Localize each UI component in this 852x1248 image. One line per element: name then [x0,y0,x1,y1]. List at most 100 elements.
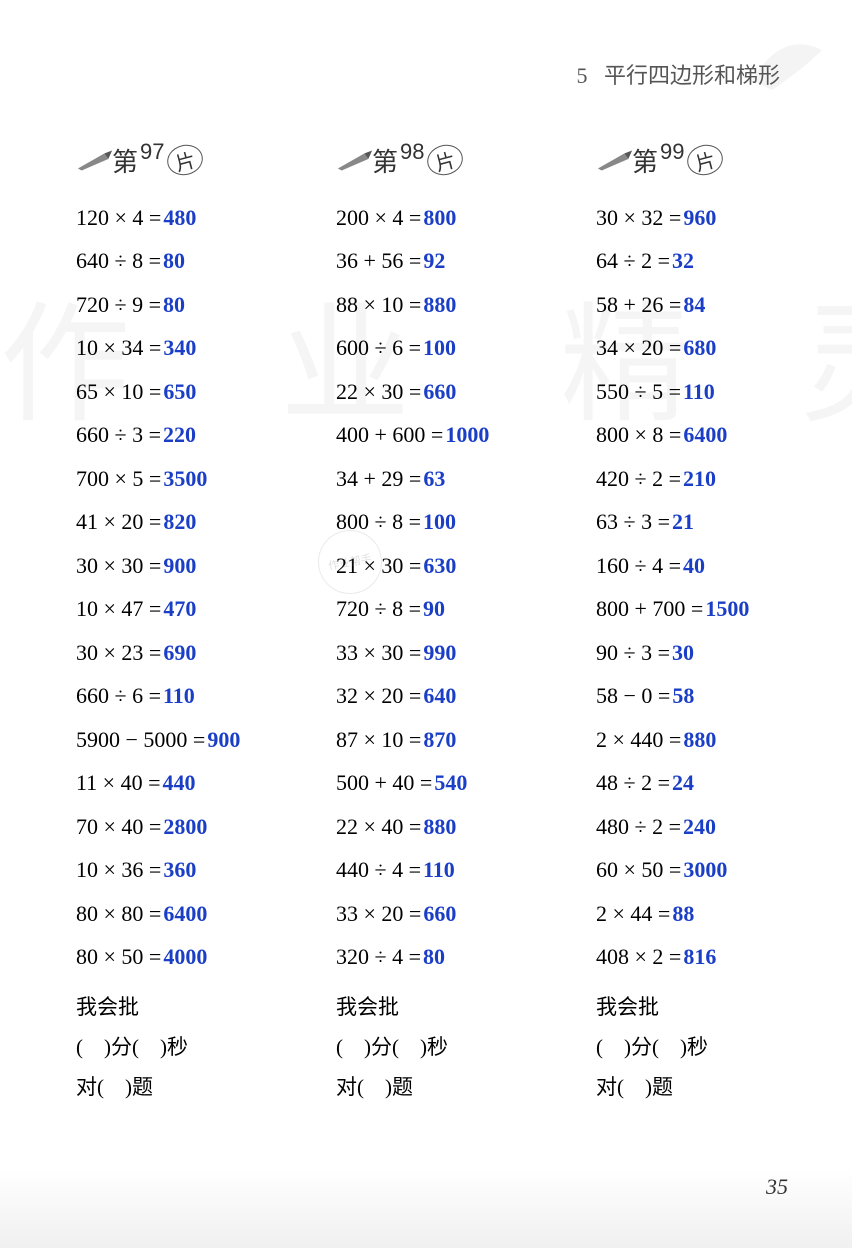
answer: 80 [423,944,445,970]
chapter-number: 5 [576,63,587,88]
expression: 64 ÷ 2 = [596,248,670,274]
problem-row: 48 ÷ 2 =24 [596,762,846,806]
expression: 58 + 26 = [596,292,681,318]
column-prefix: 第 [372,142,398,179]
expression: 80 × 80 = [76,901,161,927]
expression: 550 ÷ 5 = [596,379,681,405]
column-header: 第99片 [596,130,846,190]
problem-row: 10 × 47 =470 [76,588,326,632]
problem-row: 33 × 20 =660 [336,892,586,936]
expression: 34 + 29 = [336,466,421,492]
answer: 63 [423,466,445,492]
score-block: 我会批( )分( )秒对( )题 [76,987,326,1107]
answer: 870 [423,727,456,753]
problem-row: 30 × 23 =690 [76,631,326,675]
expression: 660 ÷ 3 = [76,422,161,448]
pencil-icon [596,149,634,171]
answer: 220 [163,422,196,448]
score-line: ( )分( )秒 [336,1027,586,1067]
expression: 640 ÷ 8 = [76,248,161,274]
problem-row: 58 + 26 =84 [596,283,846,327]
column: 第98片200 × 4 =80036 + 56 =9288 × 10 =8806… [336,130,586,1107]
expression: 800 × 8 = [596,422,681,448]
expression: 700 × 5 = [76,466,161,492]
expression: 58 − 0 = [596,683,670,709]
expression: 420 ÷ 2 = [596,466,681,492]
column: 第99片30 × 32 =96064 ÷ 2 =3258 + 26 =8434 … [596,130,846,1107]
answer: 30 [672,640,694,666]
problem-row: 320 ÷ 4 =80 [336,936,586,980]
expression: 41 × 20 = [76,509,161,535]
answer: 40 [683,553,705,579]
answer: 88 [672,901,694,927]
problem-row: 60 × 50 =3000 [596,849,846,893]
expression: 11 × 40 = [76,770,161,796]
problem-row: 720 ÷ 8 =90 [336,588,586,632]
expression: 88 × 10 = [336,292,421,318]
problem-row: 11 × 40 =440 [76,762,326,806]
problem-row: 660 ÷ 6 =110 [76,675,326,719]
page-number: 35 [766,1174,788,1200]
expression: 10 × 36 = [76,857,161,883]
answer: 100 [423,335,456,361]
problem-row: 34 + 29 =63 [336,457,586,501]
score-line: ( )分( )秒 [596,1027,846,1067]
problem-row: 87 × 10 =870 [336,718,586,762]
answer: 630 [423,553,456,579]
column-suffix: 片 [163,141,206,179]
score-block: 我会批( )分( )秒对( )题 [336,987,586,1107]
score-line: 对( )题 [336,1067,586,1107]
problem-row: 550 ÷ 5 =110 [596,370,846,414]
problem-row: 440 ÷ 4 =110 [336,849,586,893]
answer: 660 [423,379,456,405]
problem-row: 80 × 50 =4000 [76,936,326,980]
pencil-icon [76,149,114,171]
problem-row: 5900 − 5000 =900 [76,718,326,762]
expression: 660 ÷ 6 = [76,683,161,709]
answer: 1500 [705,596,749,622]
expression: 80 × 50 = [76,944,161,970]
column-number: 97 [140,139,164,165]
column-prefix: 第 [112,142,138,179]
problem-row: 33 × 30 =990 [336,631,586,675]
problem-row: 640 ÷ 8 =80 [76,240,326,284]
expression: 90 ÷ 3 = [596,640,670,666]
expression: 33 × 20 = [336,901,421,927]
expression: 720 ÷ 9 = [76,292,161,318]
answer: 90 [423,596,445,622]
answer: 340 [163,335,196,361]
expression: 10 × 47 = [76,596,161,622]
expression: 32 × 20 = [336,683,421,709]
chapter-title: 平行四边形和梯形 [604,63,780,88]
problem-row: 660 ÷ 3 =220 [76,414,326,458]
score-line: 对( )题 [76,1067,326,1107]
answer: 92 [423,248,445,274]
answer: 900 [163,553,196,579]
expression: 87 × 10 = [336,727,421,753]
answer: 990 [423,640,456,666]
answer: 1000 [445,422,489,448]
problem-row: 800 ÷ 8 =100 [336,501,586,545]
score-line: 我会批 [76,987,326,1027]
problem-row: 500 + 40 =540 [336,762,586,806]
problem-row: 22 × 40 =880 [336,805,586,849]
problem-row: 64 ÷ 2 =32 [596,240,846,284]
problem-row: 800 × 8 =6400 [596,414,846,458]
answer: 650 [163,379,196,405]
problem-row: 58 − 0 =58 [596,675,846,719]
answer: 2800 [163,814,207,840]
expression: 48 ÷ 2 = [596,770,670,796]
answer: 210 [683,466,716,492]
answer: 470 [163,596,196,622]
problem-row: 420 ÷ 2 =210 [596,457,846,501]
score-line: 我会批 [596,987,846,1027]
expression: 400 + 600 = [336,422,443,448]
expression: 10 × 34 = [76,335,161,361]
problem-row: 88 × 10 =880 [336,283,586,327]
answer: 80 [163,248,185,274]
answer: 110 [683,379,715,405]
problem-row: 800 + 700 =1500 [596,588,846,632]
expression: 33 × 30 = [336,640,421,666]
expression: 65 × 10 = [76,379,161,405]
score-line: 我会批 [336,987,586,1027]
